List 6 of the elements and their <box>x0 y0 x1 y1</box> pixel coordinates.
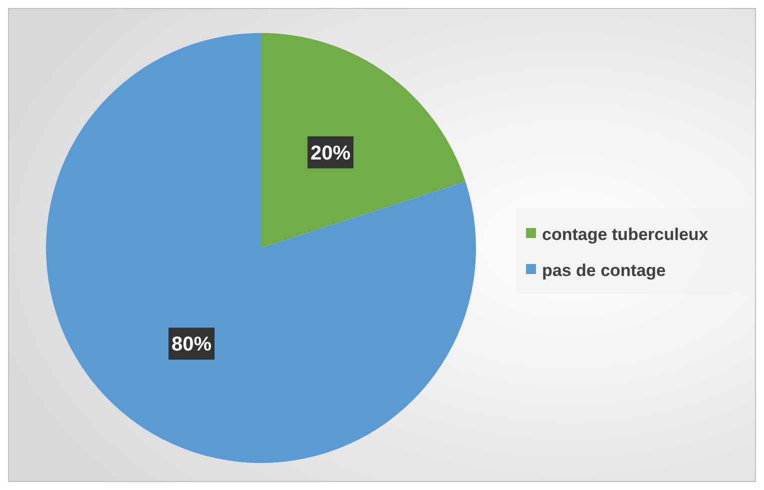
data-label: 20% <box>310 142 351 164</box>
pie-slice <box>261 33 466 248</box>
legend-label: contage tuberculeux <box>542 224 709 244</box>
pie-slice <box>46 33 476 463</box>
legend-label: pas de contage <box>542 260 666 280</box>
data-label: 80% <box>171 334 212 356</box>
